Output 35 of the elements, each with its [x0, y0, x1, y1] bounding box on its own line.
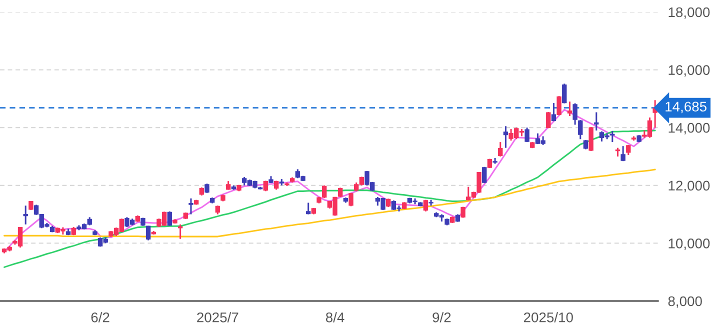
candlestick: [503, 125, 508, 149]
candlestick: [572, 102, 578, 126]
ref-line-label: 14,685: [666, 102, 706, 114]
candlestick: [167, 210, 172, 227]
candlestick: [524, 126, 530, 143]
candlestick: [556, 95, 562, 116]
x-tick-label: 2025/10: [524, 312, 573, 322]
candlestick: [567, 100, 572, 117]
x-tick-label: 6/2: [91, 312, 110, 322]
candlestick: [338, 186, 343, 198]
candlestick: [551, 102, 556, 122]
candlestick: [620, 145, 626, 162]
line-series: [4, 168, 656, 238]
y-tick-label: 14,000: [668, 122, 710, 134]
y-tick-label: 8,000: [668, 296, 702, 308]
candlestick: [348, 192, 354, 207]
candlestick: [578, 119, 583, 140]
x-tick-label: 9/2: [432, 312, 451, 322]
candlestick: [306, 202, 311, 216]
y-tick-label: 12,000: [668, 180, 710, 192]
candlestick: [562, 82, 567, 104]
candlestick: [594, 112, 599, 132]
y-tick-label: 16,000: [668, 65, 710, 77]
y-tick-label: 10,000: [668, 238, 710, 250]
x-tick-label: 8/4: [326, 312, 344, 322]
candlestick: [583, 139, 588, 150]
candlestick: [188, 198, 194, 216]
candlestick: [23, 204, 28, 226]
y-tick-label: 18,000: [668, 7, 710, 19]
candlestick: [146, 225, 151, 242]
candlestick: [204, 182, 210, 194]
candlestick: [610, 130, 615, 143]
candlestick: [498, 141, 503, 158]
x-tick-label: 2025/7: [197, 312, 238, 322]
candlestick: [588, 126, 594, 152]
